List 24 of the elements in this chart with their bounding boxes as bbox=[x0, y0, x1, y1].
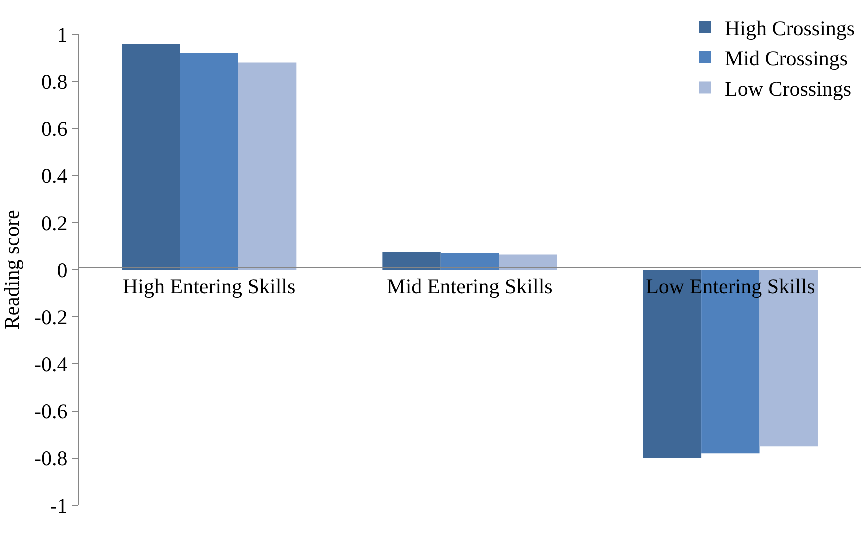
y-tick-label: 0.8 bbox=[42, 70, 68, 94]
legend-label: Mid Crossings bbox=[725, 46, 848, 71]
y-tick-label: -0.2 bbox=[34, 305, 68, 330]
x-tick-label: Mid Entering Skills bbox=[387, 274, 553, 299]
legend-label: High Crossings bbox=[725, 16, 856, 40]
legend-label: Low Crossings bbox=[725, 76, 852, 101]
x-tick-label: High Entering Skills bbox=[122, 274, 296, 299]
y-tick-label: -0.6 bbox=[34, 400, 68, 424]
bar bbox=[238, 62, 297, 270]
y-tick-label: 0.6 bbox=[42, 117, 68, 142]
bar bbox=[122, 44, 180, 270]
y-tick-label: 1 bbox=[57, 22, 68, 47]
y-axis-title: Reading score bbox=[0, 210, 24, 330]
y-tick-label: 0.2 bbox=[42, 211, 68, 236]
y-tick-label: -0.4 bbox=[34, 352, 68, 377]
bar bbox=[180, 53, 238, 270]
bar bbox=[499, 254, 558, 270]
y-tick-label: 0.4 bbox=[42, 164, 68, 188]
y-tick-label: 0 bbox=[57, 258, 68, 282]
x-tick-label: Low Entering Skills bbox=[646, 274, 816, 299]
bar bbox=[382, 252, 441, 270]
y-tick-label: -0.8 bbox=[34, 446, 68, 471]
y-tick-label: -1 bbox=[50, 494, 68, 518]
bar bbox=[440, 254, 500, 270]
